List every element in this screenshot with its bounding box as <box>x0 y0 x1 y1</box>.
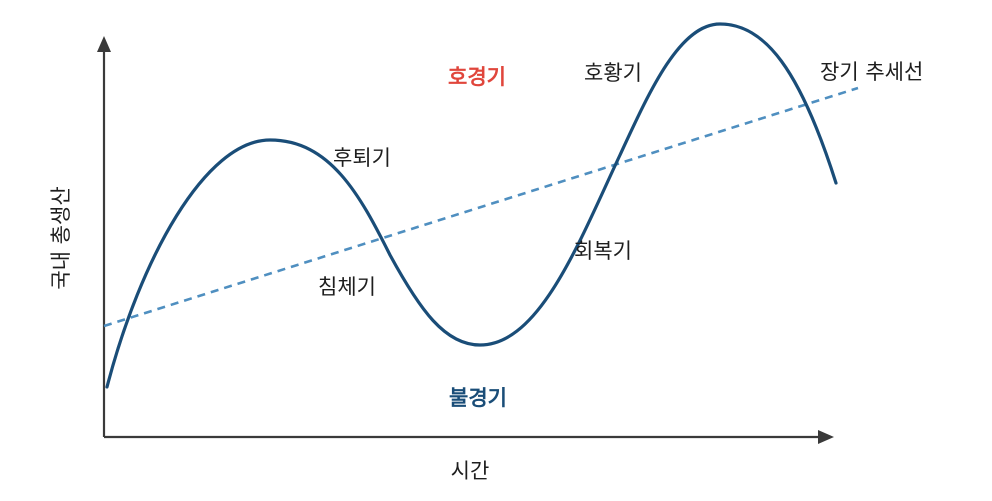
recession-region-label: 불경기 <box>449 386 507 410</box>
business-cycle-curve <box>105 22 838 389</box>
x-axis-title: 시간 <box>451 459 490 483</box>
long-term-trend-line <box>103 86 859 328</box>
x-axis-arrowhead <box>818 430 834 444</box>
boom-region-label: 호경기 <box>448 65 506 89</box>
phase-label-expansion: 호황기 <box>584 61 642 85</box>
phase-label-contraction: 후퇴기 <box>333 146 391 170</box>
phase-label-recovery: 회복기 <box>574 239 632 263</box>
y-axis-arrowhead <box>97 36 111 52</box>
phase-label-trough: 침체기 <box>318 275 376 299</box>
y-axis-title: 국내 총생산 <box>49 186 73 289</box>
trend-line-label: 장기 추세선 <box>820 60 923 84</box>
